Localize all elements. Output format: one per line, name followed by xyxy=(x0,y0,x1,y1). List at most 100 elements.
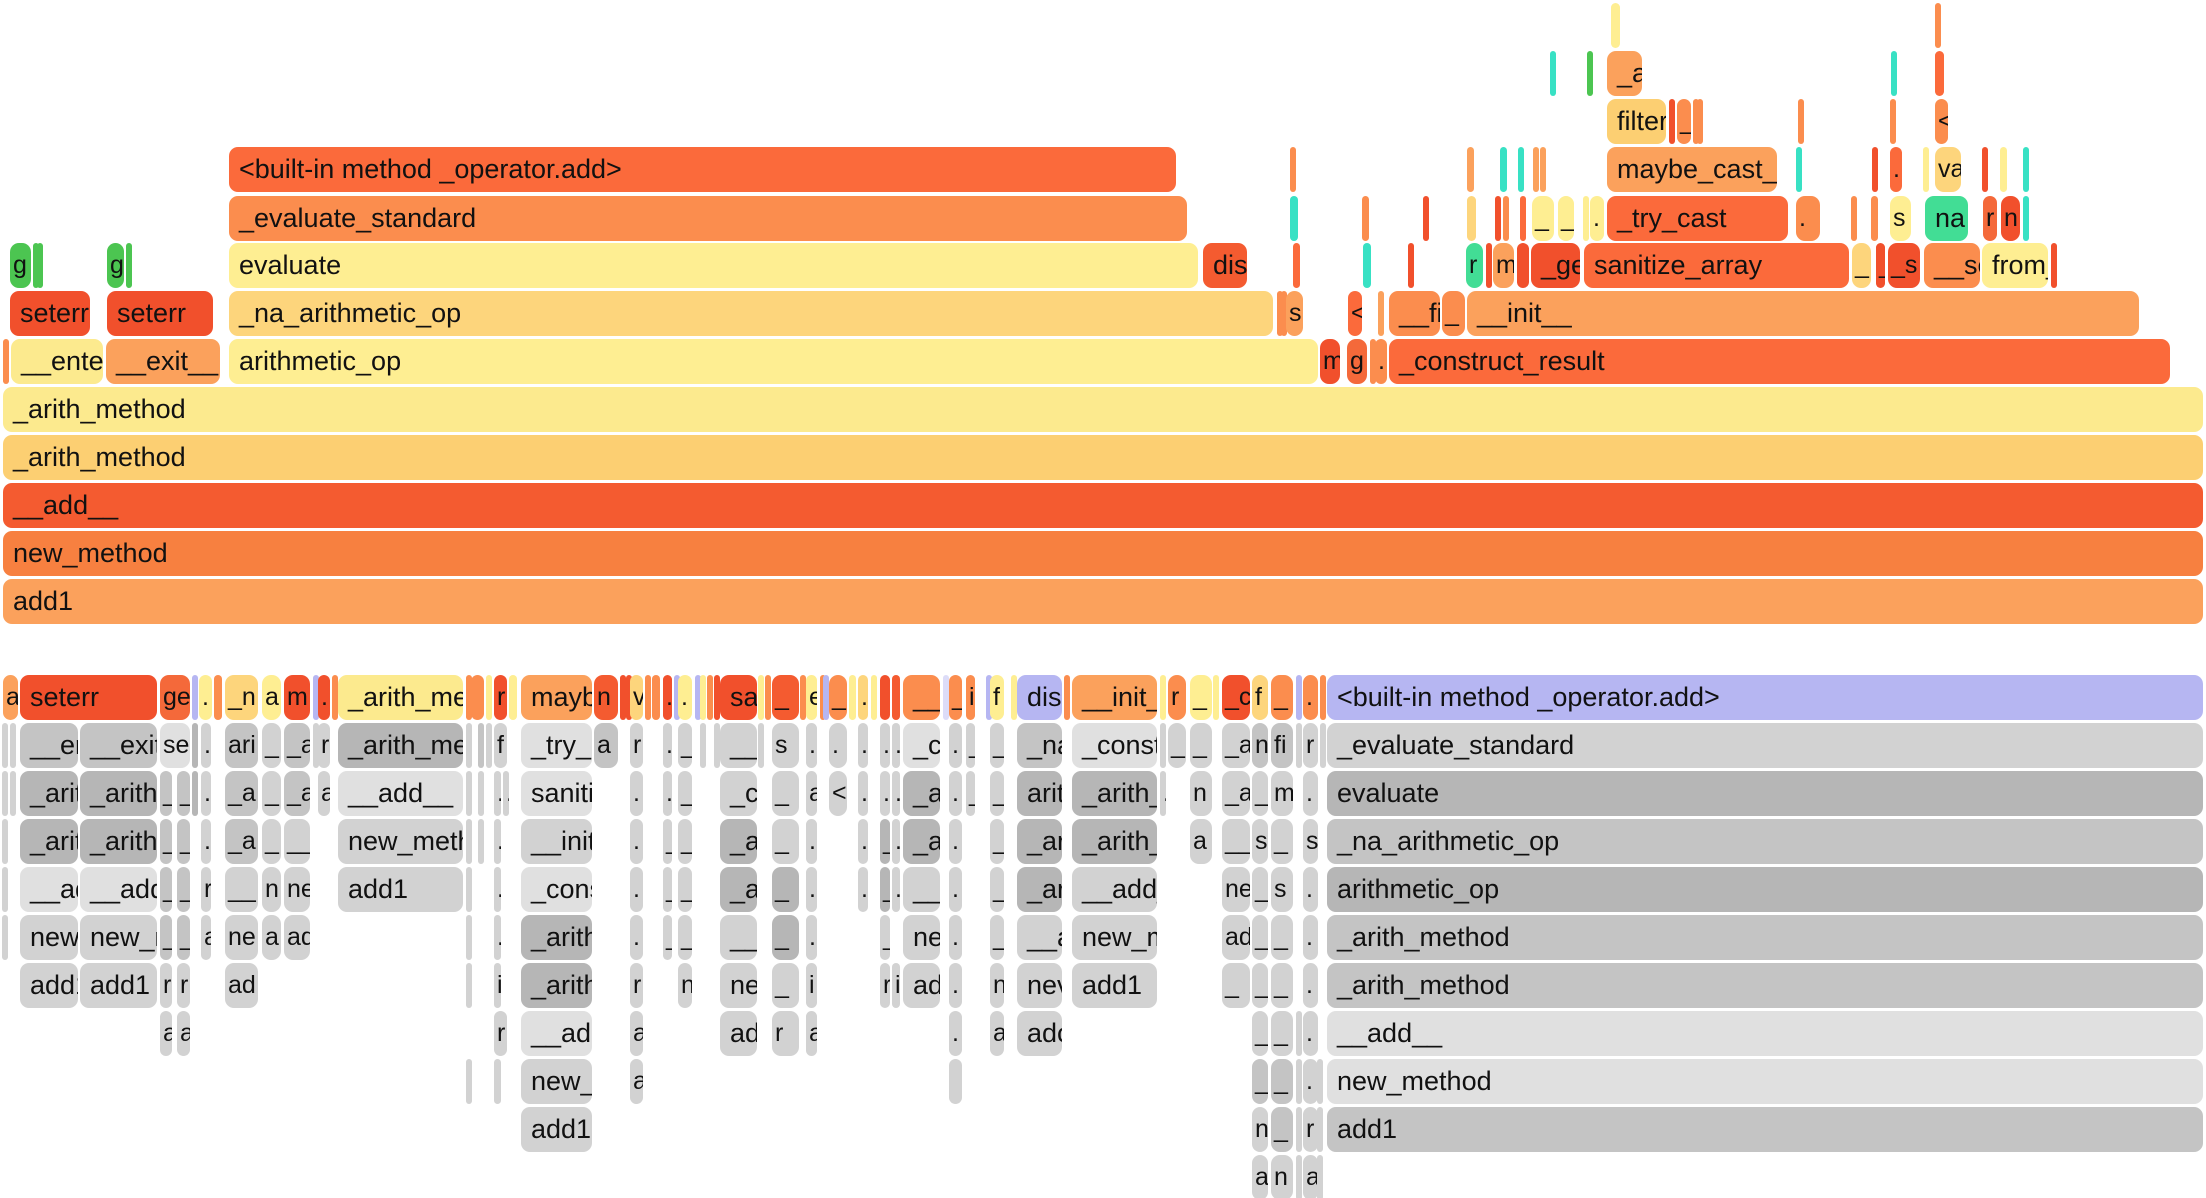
flame-block[interactable]: f xyxy=(494,723,507,768)
flame-block[interactable] xyxy=(871,675,877,720)
flame-block[interactable]: . xyxy=(892,867,900,912)
flame-block[interactable]: a xyxy=(262,915,281,960)
flame-block[interactable] xyxy=(1064,675,1070,720)
flame-block[interactable]: s xyxy=(1890,196,1911,241)
flame-block[interactable] xyxy=(620,675,626,720)
flame-block[interactable]: _ xyxy=(772,867,799,912)
flame-block[interactable] xyxy=(1550,51,1556,96)
flame-block[interactable]: _arit xyxy=(20,819,78,864)
flame-block[interactable]: _ xyxy=(1252,963,1268,1008)
flame-block[interactable]: _ xyxy=(772,819,799,864)
flame-block[interactable] xyxy=(1293,243,1300,288)
flame-block[interactable]: _ xyxy=(1271,1107,1293,1152)
flame-block[interactable]: r xyxy=(772,1011,799,1056)
flame-block[interactable]: filter xyxy=(1607,99,1666,144)
flame-block[interactable]: __er xyxy=(20,723,78,768)
flame-block[interactable]: __enter_ xyxy=(11,339,103,384)
flame-block[interactable]: r xyxy=(880,963,890,1008)
flame-block[interactable]: _a xyxy=(1222,771,1250,816)
flame-block[interactable] xyxy=(2023,147,2029,192)
flame-block[interactable]: s xyxy=(1271,867,1293,912)
flame-block[interactable]: _a xyxy=(1607,51,1642,96)
flame-block[interactable]: _ xyxy=(678,771,692,816)
flame-block[interactable] xyxy=(2,771,8,816)
flame-block[interactable]: a xyxy=(201,915,211,960)
flame-block[interactable]: __add xyxy=(521,1011,592,1056)
flame-block[interactable] xyxy=(652,675,660,720)
flame-block[interactable]: r xyxy=(1303,723,1318,768)
flame-block[interactable]: _ xyxy=(1190,723,1212,768)
flame-block[interactable]: i xyxy=(806,963,817,1008)
flame-block[interactable]: _try_cast xyxy=(1607,196,1788,241)
flame-block[interactable]: _arith xyxy=(521,963,592,1008)
flame-block[interactable]: r xyxy=(1466,243,1483,288)
flame-block[interactable]: _ xyxy=(966,723,975,768)
flame-block[interactable]: r xyxy=(630,723,643,768)
flame-block[interactable] xyxy=(1495,196,1501,241)
flame-block[interactable] xyxy=(1408,243,1414,288)
flame-block[interactable] xyxy=(466,723,472,768)
flame-block[interactable]: _ xyxy=(1222,963,1250,1008)
flame-block[interactable]: f xyxy=(1252,675,1268,720)
flame-block[interactable] xyxy=(37,243,43,288)
flame-block[interactable]: a xyxy=(1190,819,1212,864)
flame-block[interactable]: . xyxy=(806,723,817,768)
flame-block[interactable]: _ xyxy=(1271,819,1293,864)
flame-block[interactable] xyxy=(892,675,900,720)
flame-block[interactable]: v xyxy=(630,675,643,720)
flame-block[interactable] xyxy=(1503,196,1509,241)
flame-block[interactable]: new_method xyxy=(3,531,2203,576)
flame-block[interactable]: <built-in method _operator.add> xyxy=(1327,675,2203,720)
flame-block[interactable]: . xyxy=(678,675,692,720)
flame-block[interactable]: < xyxy=(1348,291,1362,336)
flame-block[interactable] xyxy=(1871,196,1878,241)
flame-block[interactable]: _ xyxy=(990,915,1004,960)
flame-block[interactable]: . xyxy=(630,915,643,960)
flame-block[interactable]: new_r xyxy=(521,1059,592,1104)
flame-block[interactable]: _ xyxy=(1852,243,1871,288)
flame-block[interactable] xyxy=(758,723,764,768)
flame-block[interactable]: m xyxy=(1320,339,1340,384)
flame-block[interactable]: . xyxy=(892,723,900,768)
flame-block[interactable] xyxy=(471,675,484,720)
flame-block[interactable]: . xyxy=(630,867,643,912)
flame-block[interactable]: a xyxy=(630,1011,643,1056)
flame-block[interactable]: n xyxy=(990,963,1004,1008)
flame-block[interactable] xyxy=(2,723,8,768)
flame-block[interactable]: disp xyxy=(1017,675,1062,720)
flame-block[interactable]: adc xyxy=(903,963,940,1008)
flame-block[interactable]: n xyxy=(594,675,618,720)
flame-block[interactable]: __ad xyxy=(20,867,78,912)
flame-block[interactable]: __add xyxy=(80,867,157,912)
flame-block[interactable]: _a xyxy=(225,819,258,864)
flame-block[interactable]: a xyxy=(1303,1155,1318,1198)
flame-block[interactable] xyxy=(1363,243,1371,288)
flame-block[interactable]: _ xyxy=(1271,915,1293,960)
flame-block[interactable]: r xyxy=(1303,1107,1318,1152)
flame-block[interactable]: _ xyxy=(1271,1059,1293,1104)
flame-block[interactable] xyxy=(986,675,992,720)
flame-block[interactable]: . xyxy=(201,819,211,864)
flame-block[interactable] xyxy=(1467,196,1476,241)
flame-block[interactable]: __add__ xyxy=(338,771,463,816)
flame-block[interactable]: _ xyxy=(880,915,890,960)
flame-block[interactable] xyxy=(645,675,651,720)
flame-block[interactable]: __exit_ xyxy=(80,723,157,768)
flame-block[interactable]: __add__ xyxy=(1327,1011,2203,1056)
flame-block[interactable]: _ xyxy=(663,915,672,960)
flame-block[interactable]: __f xyxy=(903,675,940,720)
flame-block[interactable]: . xyxy=(880,771,890,816)
flame-block[interactable]: _ xyxy=(966,771,975,816)
flame-block[interactable] xyxy=(3,339,9,384)
flame-block[interactable]: _ xyxy=(772,963,799,1008)
flame-block[interactable] xyxy=(1533,147,1539,192)
flame-block[interactable]: fi xyxy=(1271,723,1293,768)
flame-block[interactable] xyxy=(1851,196,1857,241)
flame-block[interactable] xyxy=(800,675,806,720)
flame-block[interactable]: na xyxy=(1925,196,1968,241)
flame-block[interactable]: . xyxy=(892,819,900,864)
flame-block[interactable]: add1 xyxy=(1072,963,1157,1008)
flame-block[interactable]: __ xyxy=(1222,819,1250,864)
flame-block[interactable] xyxy=(486,723,492,768)
flame-block[interactable]: seterr xyxy=(10,291,90,336)
